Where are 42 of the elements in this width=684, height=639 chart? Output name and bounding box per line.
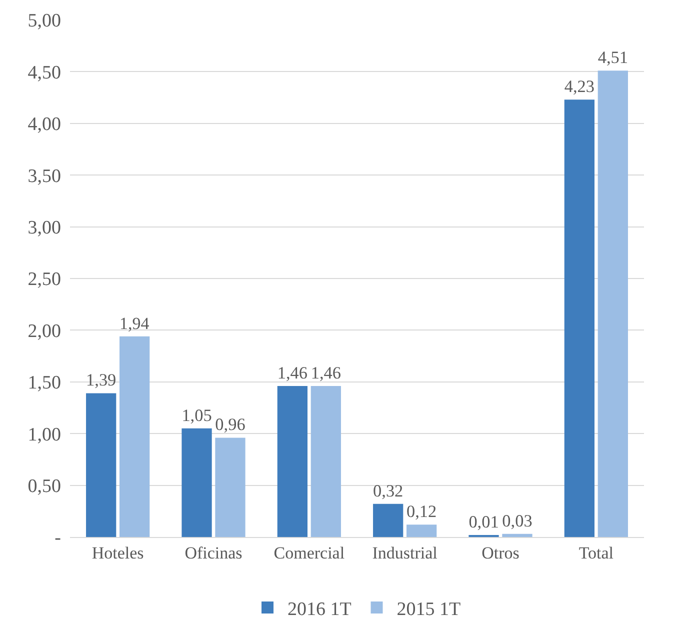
data-label: 1,46 xyxy=(310,364,342,383)
x-tick-label: Comercial xyxy=(274,543,345,562)
bar xyxy=(182,428,212,537)
y-tick-label: 3,50 xyxy=(28,166,61,187)
data-label: 0,96 xyxy=(215,415,246,434)
bar xyxy=(502,534,532,537)
bar xyxy=(277,386,308,537)
bar xyxy=(86,393,116,537)
x-tick-label: Oficinas xyxy=(184,543,242,562)
data-label: 0,01 xyxy=(468,512,499,532)
y-tick-label: - xyxy=(54,528,61,549)
bar xyxy=(564,100,594,537)
bar xyxy=(373,504,404,537)
y-tick-label: 3,00 xyxy=(28,217,61,238)
data-label: 1,39 xyxy=(86,370,116,390)
y-tick-label: 1,00 xyxy=(28,424,61,446)
data-label: 1,05 xyxy=(182,406,212,425)
bar xyxy=(406,524,437,537)
legend-label: 2016 1T xyxy=(288,598,352,620)
x-tick-label: Total xyxy=(578,543,614,562)
data-label: 0,32 xyxy=(373,481,404,500)
y-tick-label: 0,50 xyxy=(28,476,61,497)
y-tick-label: 2,00 xyxy=(28,320,61,342)
bar xyxy=(310,386,341,537)
y-tick-label: 4,00 xyxy=(28,114,61,136)
y-tick-label: 5,00 xyxy=(28,10,61,32)
data-label: 4,51 xyxy=(598,48,628,68)
x-tick-label: Hoteles xyxy=(92,543,144,562)
x-tick-label: Otros xyxy=(482,543,520,562)
bar xyxy=(215,438,246,537)
data-label: 0,12 xyxy=(406,502,437,522)
legend-label: 2015 1T xyxy=(396,598,461,620)
bar xyxy=(120,336,150,537)
data-label: 4,23 xyxy=(564,77,594,96)
y-tick-label: 4,50 xyxy=(28,62,61,84)
x-tick-label: Industrial xyxy=(372,543,438,562)
data-label: 0,03 xyxy=(502,511,532,530)
data-label: 1,46 xyxy=(277,364,308,383)
data-label: 1,94 xyxy=(120,314,150,333)
bar xyxy=(598,70,628,537)
y-tick-label: 2,50 xyxy=(28,269,61,290)
y-tick-label: 1,50 xyxy=(28,372,61,394)
